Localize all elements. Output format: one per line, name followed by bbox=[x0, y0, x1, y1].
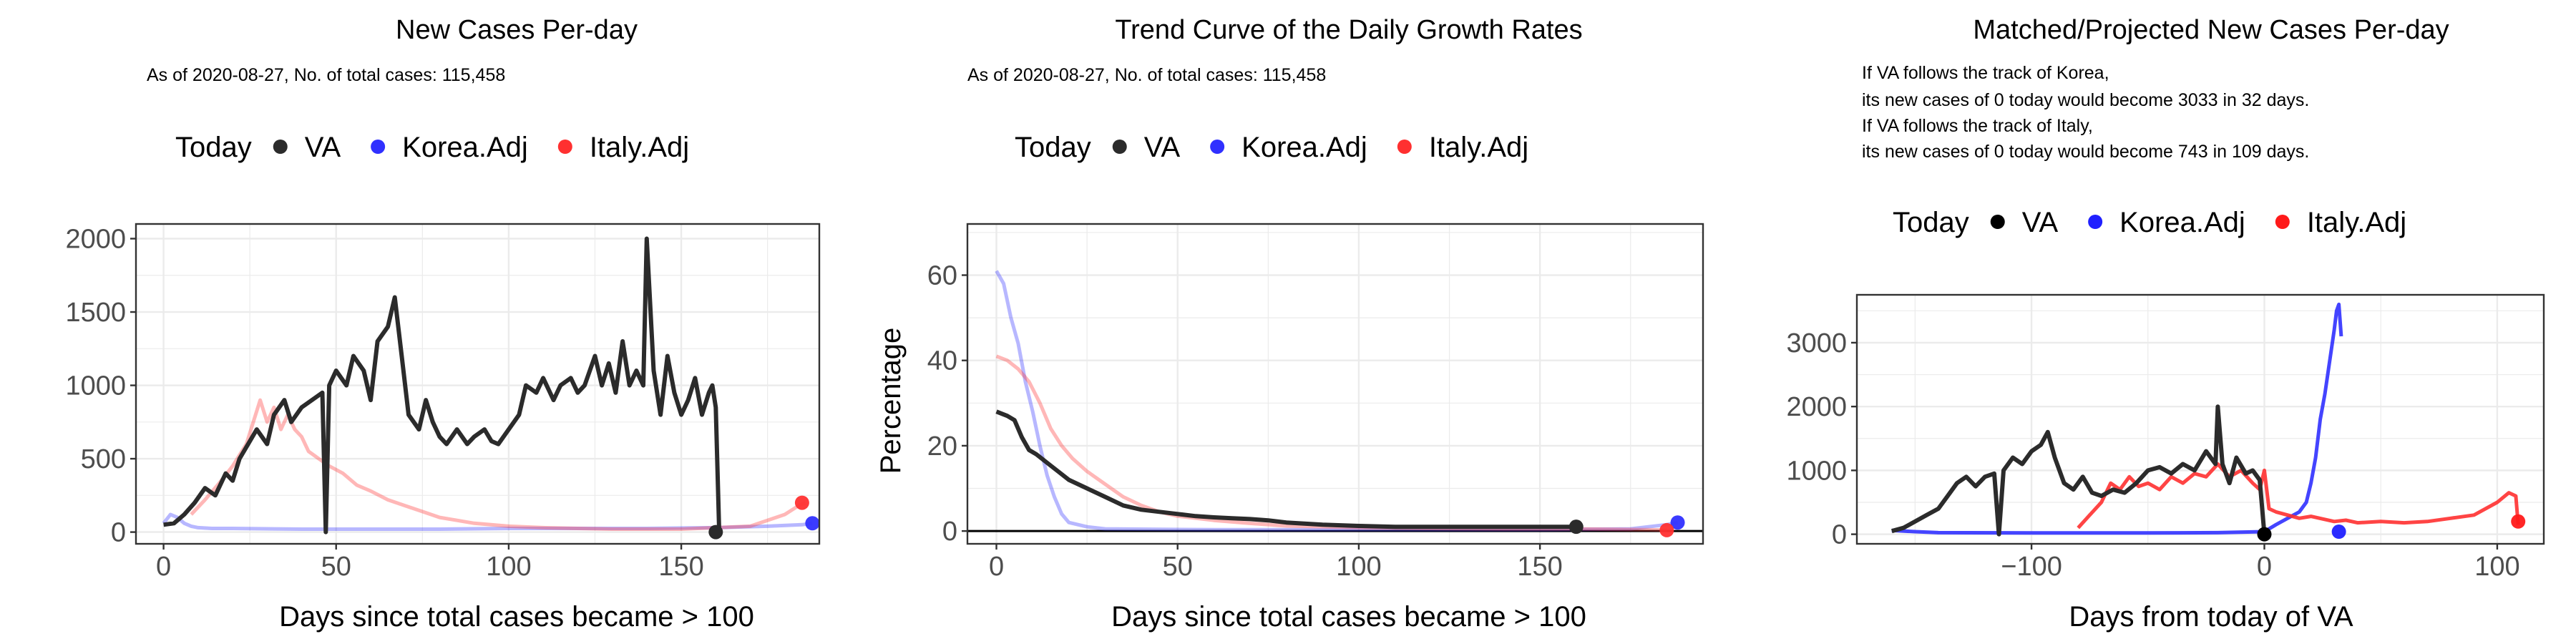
legend-title: Today bbox=[1015, 132, 1091, 163]
legend-entry-va: VA bbox=[305, 132, 341, 163]
legend-entry-va: VA bbox=[2022, 207, 2059, 238]
today-point-korea-adj bbox=[2331, 525, 2346, 540]
x-tick-label: 150 bbox=[1517, 552, 1562, 582]
panel-matched-projected: Matched/Projected New Cases Per-day If V… bbox=[1786, 15, 2545, 633]
legend-entry-italy-adj: Italy.Adj bbox=[590, 132, 689, 163]
y-tick-label: 3000 bbox=[1786, 328, 1847, 358]
legend-key-italy-adj bbox=[1397, 140, 1412, 154]
today-point-va bbox=[708, 525, 723, 540]
chart-title: New Cases Per-day bbox=[396, 15, 638, 45]
y-tick-label: 2000 bbox=[1786, 392, 1847, 422]
y-tick-label: 1500 bbox=[65, 298, 126, 328]
legend-key-va bbox=[1990, 215, 2005, 229]
x-tick-label: 0 bbox=[989, 552, 1004, 582]
series-line-korea-adj bbox=[162, 512, 813, 531]
today-point-italy-adj bbox=[794, 495, 809, 510]
legend-key-korea-adj bbox=[371, 140, 386, 154]
chart-title: Trend Curve of the Daily Growth Rates bbox=[1115, 15, 1582, 45]
y-axis-label: Percentage bbox=[875, 328, 907, 474]
y-tick-label: 0 bbox=[111, 518, 126, 548]
panel-growth-rates: Trend Curve of the Daily Growth Rates As… bbox=[875, 15, 1704, 633]
x-tick-label: 100 bbox=[486, 552, 531, 582]
y-tick-label: 0 bbox=[1832, 520, 1847, 550]
legend-entry-korea-adj: Korea.Adj bbox=[2119, 207, 2245, 238]
x-tick-label: 0 bbox=[2257, 552, 2272, 582]
subtitle-line: If VA follows the track of Italy, bbox=[1862, 116, 2093, 136]
y-tick-label: 20 bbox=[927, 431, 957, 462]
today-point-italy-adj bbox=[1659, 522, 1674, 537]
y-tick-label: 0 bbox=[942, 517, 957, 547]
legend-key-va bbox=[273, 140, 288, 154]
series-line-va bbox=[163, 236, 722, 535]
plot-background bbox=[1857, 295, 2544, 544]
today-point-italy-adj bbox=[2511, 514, 2526, 529]
x-tick-label: 50 bbox=[321, 552, 351, 582]
legend-key-korea-adj bbox=[1210, 140, 1225, 154]
x-tick-label: 0 bbox=[156, 552, 171, 582]
legend-entry-italy-adj: Italy.Adj bbox=[1429, 132, 1528, 163]
legend-entry-va: VA bbox=[1144, 132, 1181, 163]
y-tick-label: 60 bbox=[927, 261, 957, 291]
plot-frame bbox=[1855, 293, 2545, 545]
plot-frame bbox=[966, 223, 1704, 545]
y-tick-label: 500 bbox=[81, 444, 126, 474]
series-line-italy-adj bbox=[2077, 462, 2520, 530]
today-point-korea-adj bbox=[1670, 515, 1685, 530]
chart-title: Matched/Projected New Cases Per-day bbox=[1973, 15, 2449, 45]
x-axis-label: Days since total cases became > 100 bbox=[279, 601, 754, 633]
legend-key-italy-adj bbox=[2275, 215, 2290, 229]
today-point-korea-adj bbox=[805, 516, 820, 531]
legend-entry-korea-adj: Korea.Adj bbox=[402, 132, 528, 163]
legend-key-va bbox=[1112, 140, 1127, 154]
plot-background bbox=[967, 224, 1703, 544]
legend-entry-italy-adj: Italy.Adj bbox=[2307, 207, 2406, 238]
series-line-korea-adj bbox=[1891, 302, 2343, 535]
chart-subtitle: As of 2020-08-27, No. of total cases: 11… bbox=[967, 65, 1326, 85]
subtitle-line: its new cases of 0 today would become 74… bbox=[1862, 142, 2309, 162]
today-point-va bbox=[1568, 519, 1584, 535]
series-line-korea-adj bbox=[995, 270, 1679, 532]
series-line-italy-adj bbox=[190, 398, 806, 531]
x-tick-label: 50 bbox=[1163, 552, 1193, 582]
legend-key-korea-adj bbox=[2088, 215, 2103, 229]
x-tick-label: 100 bbox=[1336, 552, 1381, 582]
subtitle-line: its new cases of 0 today would become 30… bbox=[1862, 90, 2309, 110]
series-line-va bbox=[995, 409, 1576, 530]
panel-new-cases: New Cases Per-day As of 2020-08-27, No. … bbox=[65, 15, 821, 633]
x-tick-label: 100 bbox=[2474, 552, 2519, 582]
legend-entry-korea-adj: Korea.Adj bbox=[1241, 132, 1367, 163]
legend: Today VA Korea.Adj Italy.Adj bbox=[175, 132, 689, 163]
plot-area: 0 50 100 150 0 20 40 60 bbox=[927, 223, 1704, 582]
subtitle-line: If VA follows the track of Korea, bbox=[1862, 63, 2109, 83]
legend-title: Today bbox=[175, 132, 252, 163]
plot-frame bbox=[135, 223, 821, 545]
x-tick-label: 150 bbox=[658, 552, 703, 582]
y-tick-label: 2000 bbox=[65, 225, 126, 255]
y-tick-label: 1000 bbox=[65, 371, 126, 401]
legend-title: Today bbox=[1893, 207, 1969, 238]
chart-subtitle: As of 2020-08-27, No. of total cases: 11… bbox=[147, 65, 505, 85]
y-tick-label: 1000 bbox=[1786, 456, 1847, 486]
today-point-va bbox=[2257, 527, 2272, 542]
x-axis-label: Days since total cases became > 100 bbox=[1111, 601, 1586, 633]
y-tick-label: 40 bbox=[927, 346, 957, 376]
legend-key-italy-adj bbox=[557, 140, 572, 154]
legend: Today VA Korea.Adj Italy.Adj bbox=[1893, 207, 2406, 238]
x-tick-label: −100 bbox=[2001, 552, 2062, 582]
series-line-va bbox=[1891, 404, 2267, 537]
x-axis-label: Days from today of VA bbox=[2069, 601, 2353, 633]
legend: Today VA Korea.Adj Italy.Adj bbox=[1015, 132, 1528, 163]
